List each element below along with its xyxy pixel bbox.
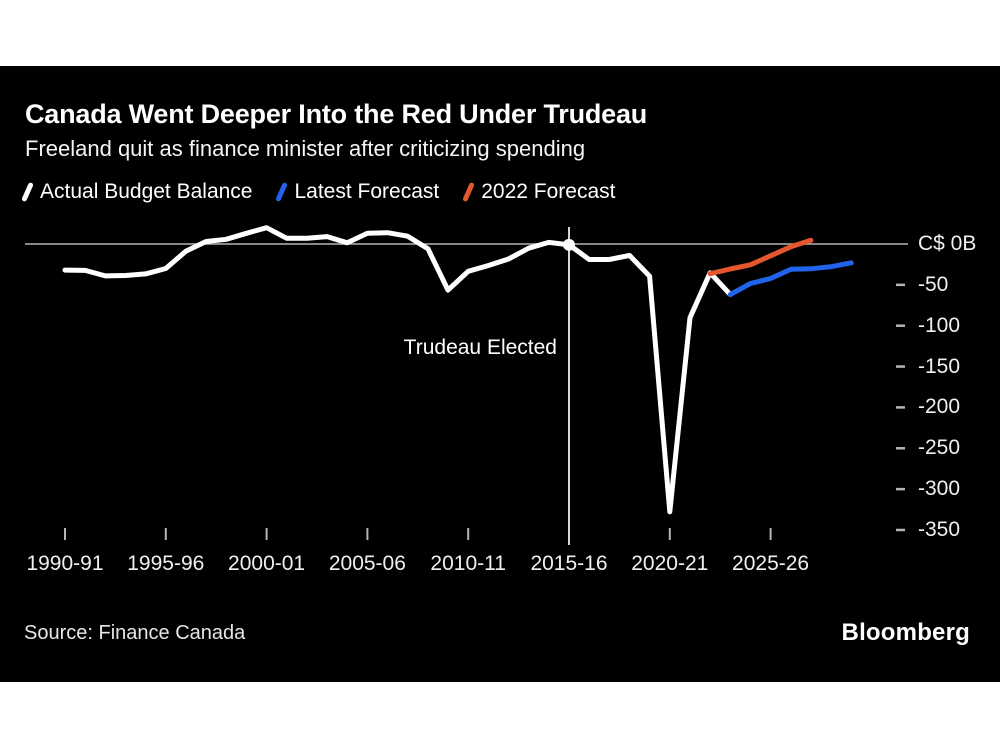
series-line-1	[727, 260, 854, 298]
y-axis-label: -250	[918, 436, 961, 460]
x-axis-label: 2025-26	[732, 552, 810, 575]
chart-card: Canada Went Deeper Into the Red Under Tr…	[0, 66, 1000, 682]
x-axis-label: 2000-01	[228, 552, 306, 575]
y-axis-label: -50	[918, 272, 949, 296]
x-axis-label: 2015-16	[530, 552, 608, 575]
budget-balance-chart	[25, 225, 908, 545]
chart-title: Canada Went Deeper Into the Red Under Tr…	[25, 99, 648, 129]
legend-item-latest-forecast: Latest Forecast	[275, 180, 440, 204]
x-axis-label: 2020-21	[631, 552, 709, 575]
y-axis-label: -100	[918, 313, 961, 337]
legend-label: Actual Budget Balance	[40, 180, 253, 203]
x-axis-label: 1990-91	[26, 552, 104, 575]
x-axis-label: 2005-06	[328, 552, 406, 575]
y-axis-label: -200	[918, 395, 961, 419]
source-label: Source: Finance Canada	[24, 621, 246, 644]
legend-item-2022-forecast: 2022 Forecast	[462, 180, 616, 204]
legend-label: Latest Forecast	[294, 180, 440, 203]
y-axis-label: C$ 0B	[918, 232, 977, 255]
annotation-trudeau-elected: Trudeau Elected	[403, 336, 557, 359]
y-axis-label: -300	[918, 477, 961, 501]
bloomberg-logo: Bloomberg	[841, 619, 970, 646]
legend-item-actual: Actual Budget Balance	[21, 180, 253, 204]
annotation-dot	[563, 238, 575, 251]
series-line-0	[62, 225, 733, 515]
footer: Source: Finance Canada Bloomberg	[24, 618, 970, 648]
chart-subtitle: Freeland quit as finance minister after …	[25, 136, 586, 161]
series-line-2	[707, 237, 814, 277]
legend: Actual Budget Balance Latest Forecast 20…	[21, 179, 616, 205]
x-axis-label: 2010-11	[430, 552, 506, 575]
legend-label: 2022 Forecast	[481, 180, 616, 203]
x-axis-label: 1995-96	[127, 552, 205, 575]
y-axis-label: -150	[918, 354, 961, 378]
y-axis-label: -350	[918, 517, 961, 541]
